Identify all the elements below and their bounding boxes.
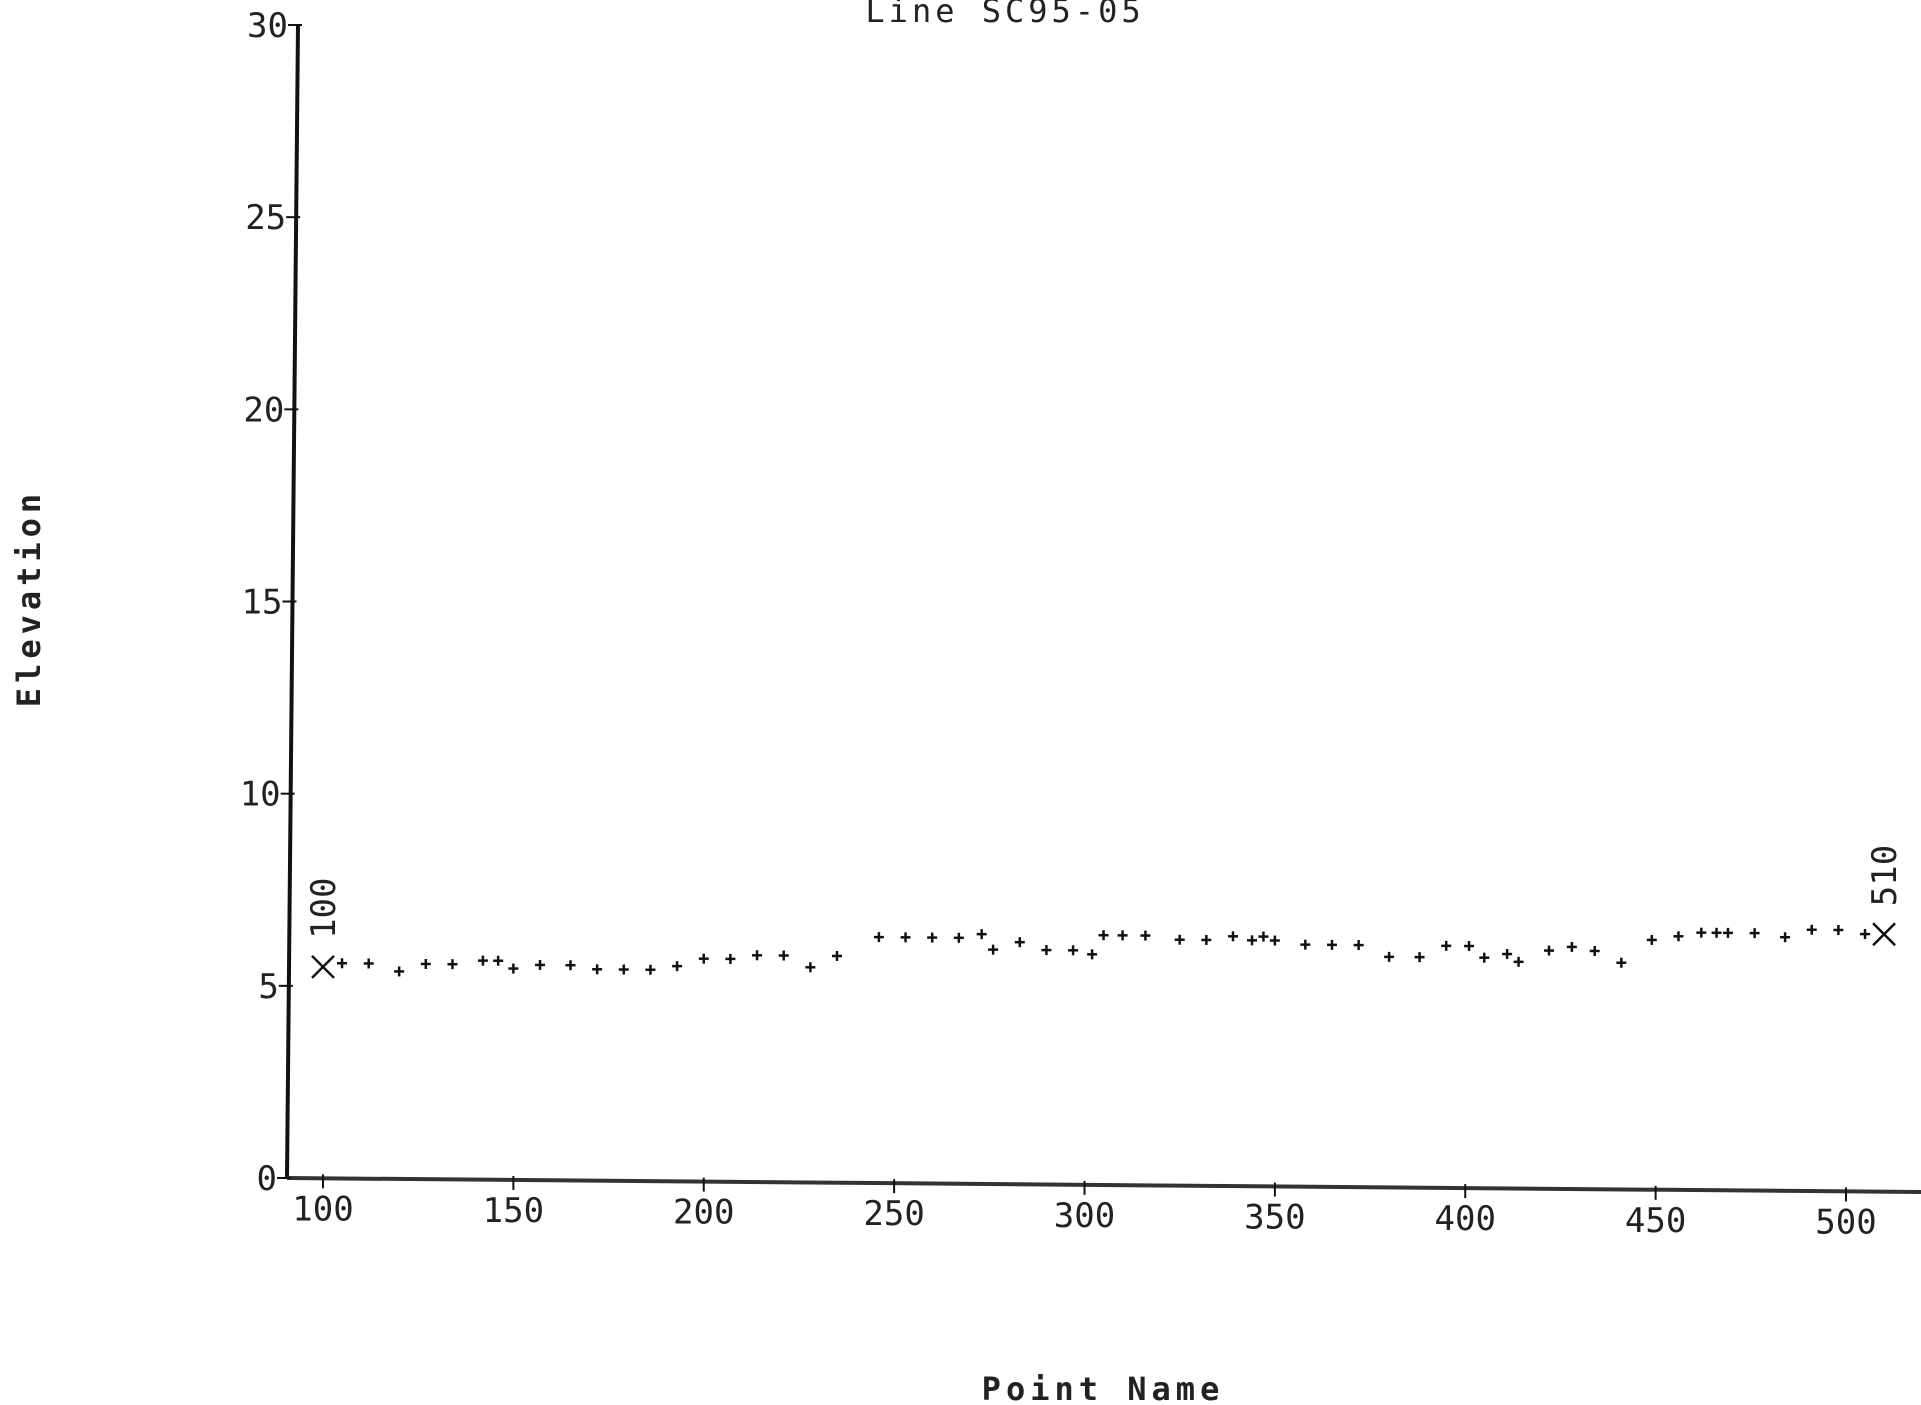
y-tick-label-30: 30 (247, 6, 288, 46)
data-point-41 (1326, 939, 1337, 950)
x-axis-line (286, 1176, 1921, 1194)
x-tick-label-250: 250 (863, 1194, 924, 1234)
data-point-11 (592, 964, 603, 975)
data-point-35 (1201, 934, 1212, 945)
data-point-47 (1479, 952, 1490, 963)
endpoint-100: 100 (304, 878, 344, 979)
y-tick-label-25: 25 (245, 198, 286, 238)
data-point-18 (778, 950, 789, 961)
x-tick-label-150: 150 (483, 1191, 544, 1231)
endpoint-x-b-100 (311, 955, 335, 979)
data-point-51 (1566, 941, 1577, 952)
endpoint-label-510: 510 (1865, 845, 1905, 906)
data-point-50 (1544, 945, 1555, 956)
data-point-23 (927, 932, 938, 943)
data-point-12 (618, 964, 629, 975)
data-point-53 (1616, 957, 1627, 968)
data-point-32 (1117, 930, 1128, 941)
data-points (337, 924, 1871, 977)
data-point-46 (1464, 941, 1475, 952)
data-point-9 (535, 959, 546, 970)
data-point-30 (1087, 949, 1098, 960)
endpoint-510: 510 (1865, 845, 1905, 947)
data-point-4 (420, 958, 431, 969)
data-point-39 (1269, 935, 1280, 946)
data-point-43 (1384, 951, 1395, 962)
data-point-31 (1098, 930, 1109, 941)
y-tick-label-20: 20 (243, 390, 284, 430)
x-tick-label-400: 400 (1435, 1199, 1496, 1239)
data-point-56 (1696, 927, 1707, 938)
y-tick-label-15: 15 (242, 583, 283, 623)
y-axis-title: Elevation (10, 489, 48, 707)
data-point-8 (508, 963, 519, 974)
data-point-27 (1014, 937, 1025, 948)
data-point-63 (1860, 929, 1871, 940)
endpoint-x-b-510 (1872, 922, 1896, 947)
data-point-6 (477, 955, 488, 966)
y-tick-label-0: 0 (257, 1159, 277, 1199)
data-point-57 (1711, 927, 1722, 938)
data-point-5 (447, 959, 458, 970)
data-point-13 (645, 964, 656, 975)
data-point-61 (1806, 924, 1817, 935)
y-tick-label-5: 5 (258, 967, 278, 1007)
x-tick-label-100: 100 (292, 1189, 353, 1229)
data-point-34 (1174, 934, 1185, 945)
x-tick-label-350: 350 (1244, 1197, 1305, 1237)
data-point-40 (1300, 939, 1311, 950)
data-point-44 (1414, 952, 1425, 963)
data-point-17 (752, 950, 763, 961)
endpoint-label-100: 100 (304, 878, 344, 939)
x-axis-title: Point Name (982, 1370, 1225, 1405)
data-point-45 (1441, 940, 1452, 951)
data-point-33 (1140, 930, 1151, 941)
data-point-21 (873, 932, 884, 943)
data-point-28 (1041, 945, 1052, 956)
data-point-55 (1673, 931, 1684, 942)
data-point-3 (394, 966, 405, 977)
chart-title: Line SC95-05 (865, 0, 1144, 30)
x-tick-label-300: 300 (1054, 1196, 1115, 1236)
endpoint-markers: 100 510 (304, 845, 1905, 979)
data-point-1 (337, 958, 348, 969)
data-point-20 (832, 950, 843, 961)
data-point-37 (1247, 935, 1258, 946)
data-point-62 (1833, 924, 1844, 935)
data-point-58 (1722, 927, 1733, 938)
data-point-22 (900, 932, 911, 943)
x-tick-label-450: 450 (1625, 1201, 1686, 1241)
data-point-48 (1502, 949, 1513, 960)
data-point-2 (363, 958, 374, 969)
data-point-10 (565, 960, 576, 971)
data-point-42 (1353, 940, 1364, 951)
data-point-15 (698, 953, 709, 964)
data-point-49 (1513, 956, 1524, 967)
data-point-38 (1258, 931, 1269, 942)
data-point-59 (1749, 928, 1760, 939)
data-point-54 (1646, 934, 1657, 945)
x-tick-label-500: 500 (1815, 1202, 1876, 1242)
y-ticks: 0 5 10 15 20 25 30 (240, 6, 302, 1199)
y-tick-label-10: 10 (240, 775, 281, 815)
data-point-19 (805, 962, 816, 973)
x-tick-label-200: 200 (673, 1193, 734, 1233)
data-point-60 (1780, 932, 1791, 943)
data-point-26 (988, 944, 999, 955)
x-ticks: 100 150 200 250 300 350 400 450 500 (292, 1174, 1877, 1242)
data-point-16 (725, 953, 736, 964)
data-point-24 (953, 932, 964, 943)
data-point-29 (1068, 945, 1079, 956)
data-point-7 (493, 955, 504, 966)
data-point-25 (976, 929, 987, 940)
data-point-14 (672, 961, 683, 972)
data-point-36 (1227, 931, 1238, 942)
data-point-52 (1589, 945, 1600, 956)
